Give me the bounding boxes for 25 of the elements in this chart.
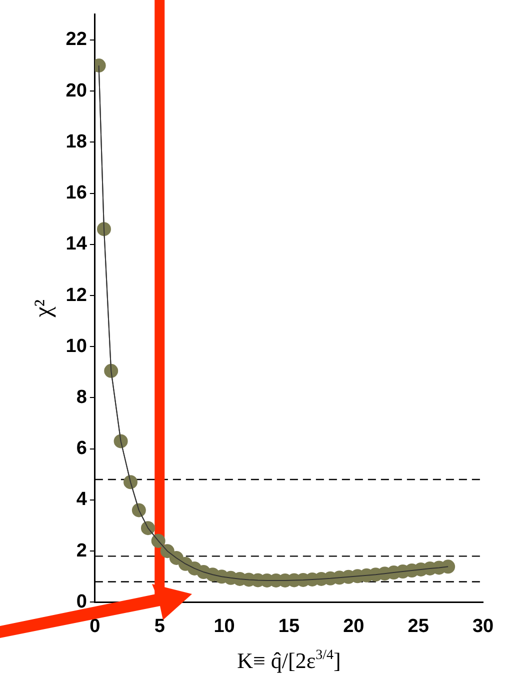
y-tick-label: 2 <box>76 540 87 562</box>
x-tick-label: 15 <box>278 616 300 637</box>
x-tick-label: 20 <box>343 616 364 637</box>
y-tick-label: 20 <box>66 80 87 102</box>
y-tick-label: 10 <box>66 336 87 357</box>
y-tick-label: 14 <box>66 234 88 255</box>
point <box>441 560 456 574</box>
y-axis-title: χ² <box>30 299 57 318</box>
y-tick-label: 6 <box>76 438 87 460</box>
x-tick-label: 10 <box>214 616 235 637</box>
point <box>104 364 118 378</box>
y-tick-label: 12 <box>66 284 87 306</box>
point <box>151 534 166 548</box>
point <box>96 222 111 236</box>
y-tick-label: 16 <box>66 182 87 204</box>
x-tick-label: 5 <box>154 616 166 637</box>
y-tick-label: 8 <box>76 386 87 408</box>
y-tick-label: 22 <box>66 29 87 50</box>
x-tick-label: 30 <box>472 616 494 637</box>
y-tick-label: 18 <box>66 131 87 152</box>
y-tick-label: 4 <box>76 489 88 510</box>
x-tick-label: 25 <box>408 616 430 637</box>
y-tick-label: 0 <box>76 591 87 612</box>
point <box>124 475 138 490</box>
x-tick-label: 0 <box>90 616 100 637</box>
